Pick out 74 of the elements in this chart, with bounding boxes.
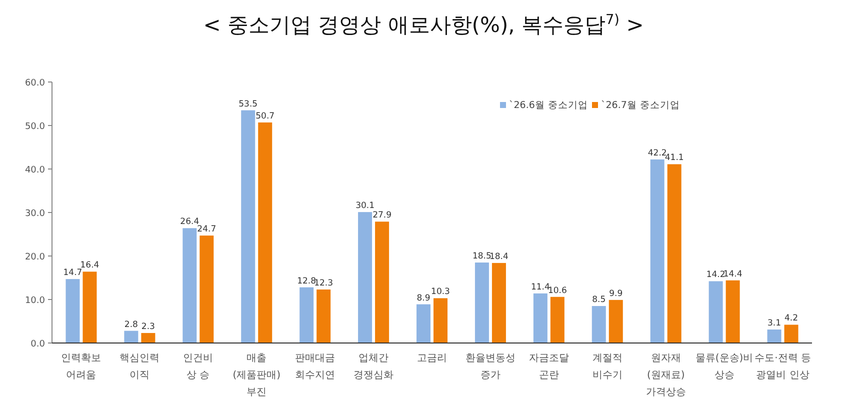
data-label: 2.8 <box>124 320 138 330</box>
x-tick-label: 업체간 경쟁심화 <box>354 353 394 381</box>
data-label: 26.4 <box>180 217 200 228</box>
data-label: 18.4 <box>489 252 508 262</box>
data-label: 14.4 <box>723 269 742 280</box>
bar <box>316 289 331 343</box>
data-label: 30.1 <box>356 201 375 212</box>
bar <box>533 293 548 343</box>
bar <box>200 236 214 343</box>
bar <box>550 296 564 343</box>
bar <box>474 262 489 343</box>
data-label: 41.1 <box>664 153 684 164</box>
legend-label: `26.6월 중소기업 <box>509 100 588 111</box>
x-tick-label: 자금조달 곤란 <box>528 353 569 381</box>
bar <box>708 281 723 343</box>
bar <box>300 287 314 343</box>
data-label: 27.9 <box>372 210 392 221</box>
data-label: 16.4 <box>80 260 100 271</box>
data-label: 53.5 <box>238 99 258 110</box>
y-tick-label: 50.0 <box>24 122 46 132</box>
y-tick-label: 40.0 <box>24 166 46 176</box>
bar <box>667 164 682 343</box>
bar <box>375 222 390 343</box>
y-tick-label: 20.0 <box>24 252 46 262</box>
data-label: 4.2 <box>784 314 798 324</box>
legend-label: `26.7월 중소기업 <box>601 100 680 111</box>
bar <box>650 159 664 343</box>
data-label: 8.5 <box>592 295 606 306</box>
x-tick-label: 인건비 상 승 <box>183 353 214 381</box>
x-tick-label: 물류(운송)비 상승 <box>695 353 754 381</box>
data-label: 24.7 <box>197 224 216 235</box>
bar <box>492 262 506 343</box>
bar <box>241 110 256 343</box>
data-label: 3.1 <box>768 318 782 329</box>
y-tick-label: 0.0 <box>30 340 46 350</box>
bar <box>258 122 272 343</box>
bar <box>358 212 372 343</box>
bar <box>66 279 80 343</box>
bar <box>141 332 156 343</box>
x-tick-label: 판매대금 회수지연 <box>295 353 336 381</box>
x-tick-label: 원자재 (원재료) 가격상승 <box>646 353 686 398</box>
x-tick-label: 고금리 <box>417 353 447 364</box>
data-label: 2.3 <box>141 322 155 332</box>
bar <box>784 324 798 343</box>
bar <box>767 330 782 343</box>
bar <box>592 306 606 343</box>
bar <box>726 280 740 343</box>
chart-title: < 중소기업 경영상 애로사항(%), 복수응답$^{7)}$ > <box>203 12 644 37</box>
data-label: 9.9 <box>609 288 623 299</box>
bar <box>608 300 623 343</box>
bar <box>82 272 97 343</box>
bar <box>182 228 197 343</box>
y-tick-label: 30.0 <box>24 209 46 219</box>
x-tick-label: 핵심인력 이직 <box>120 353 160 381</box>
x-tick-label: 매출 (제품판매) 부진 <box>232 353 281 398</box>
data-label: 14.2 <box>706 270 726 280</box>
data-label: 12.3 <box>314 278 334 288</box>
data-label: 11.4 <box>530 282 550 292</box>
data-label: 10.6 <box>548 286 567 296</box>
data-label: 10.3 <box>431 287 450 298</box>
data-label: 12.8 <box>297 276 316 286</box>
bar <box>434 298 448 343</box>
data-label: 18.5 <box>472 252 492 262</box>
y-tick-label: 60.0 <box>24 78 46 88</box>
data-label: 14.7 <box>63 268 82 278</box>
bar <box>416 304 430 343</box>
x-tick-label: 계절적 비수기 <box>592 353 622 381</box>
x-tick-label: 수도·전력 등 광열비 인상 <box>754 353 811 381</box>
bar <box>124 330 138 343</box>
x-tick-label: 인력확보 어려움 <box>61 353 102 381</box>
y-tick-label: 10.0 <box>24 296 46 306</box>
x-tick-label: 환율변동성 증가 <box>465 353 516 381</box>
data-label: 8.9 <box>416 293 430 304</box>
data-label: 50.7 <box>256 111 275 122</box>
